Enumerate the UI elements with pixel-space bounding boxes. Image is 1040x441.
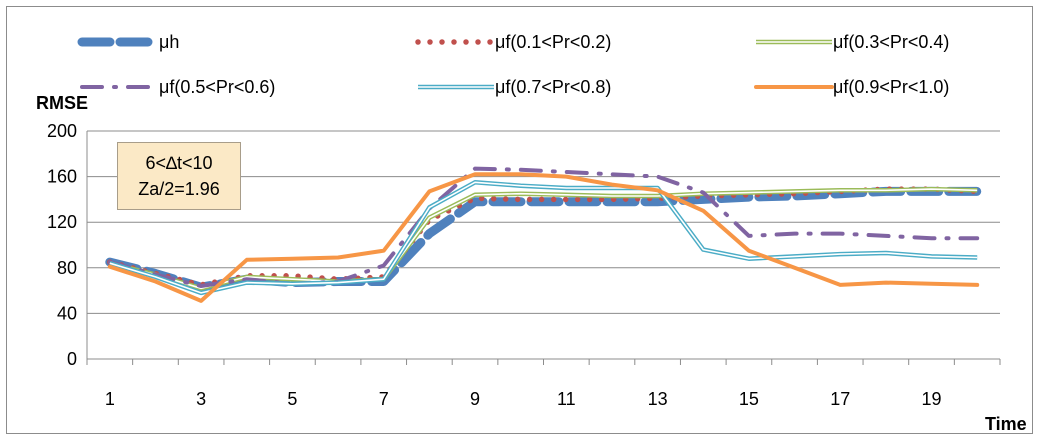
legend-item-6: μf(0.9<Pr<1.0) — [754, 77, 949, 97]
x-tick-label: 19 — [922, 389, 942, 409]
x-tick-label: 9 — [470, 389, 480, 409]
legend-label: μf(0.1<Pr<0.2) — [495, 32, 611, 52]
legend-item-3: μf(0.3<Pr<0.4) — [756, 32, 949, 52]
y-tick-label: 40 — [57, 303, 77, 323]
y-axis-title: RMSE — [36, 93, 88, 113]
legend-item-1: μh — [77, 32, 179, 52]
x-tick-label: 1 — [105, 389, 115, 409]
legend-item-5: μf(0.7<Pr<0.8) — [418, 77, 611, 97]
y-tick-label: 200 — [47, 121, 77, 141]
series-2-point — [292, 275, 293, 276]
legend-item-2: μf(0.1<Pr<0.2) — [415, 32, 611, 52]
y-tick-label: 80 — [57, 258, 77, 278]
x-tick-label: 11 — [557, 389, 576, 409]
series-3-line — [109, 186, 978, 291]
series-6-line — [107, 172, 980, 303]
series-4-line — [107, 166, 980, 288]
legend-label: μf(0.9<Pr<1.0) — [833, 77, 949, 97]
x-tick-label: 3 — [196, 389, 206, 409]
legend-label: μf(0.3<Pr<0.4) — [833, 32, 949, 52]
x-tick-label: 5 — [287, 389, 297, 409]
y-tick-label: 120 — [47, 212, 77, 232]
legend: μh μf(0.1<Pr<0.2) μf(0.3<Pr<0.4) μf(0.5<Pr<… — [77, 32, 949, 97]
legend-label: μf(0.7<Pr<0.8) — [495, 77, 611, 97]
y-tick-label: 160 — [47, 167, 77, 187]
chart-frame — [6, 6, 1033, 434]
annotation-line-2: Za/2=1.96 — [138, 179, 220, 199]
x-tick-label: 13 — [648, 389, 668, 409]
series-2-line — [107, 186, 980, 288]
annotation-line-1: 6<∆t<10 — [145, 153, 213, 173]
x-tick-label: 7 — [379, 389, 389, 409]
x-tick-label: 17 — [830, 389, 850, 409]
legend-label: μh — [159, 32, 179, 52]
series-lines — [105, 166, 982, 303]
y-tick-label: 0 — [67, 349, 77, 369]
series-5-line — [109, 180, 978, 296]
legend-label: μf(0.5<Pr<0.6) — [159, 77, 275, 97]
x-tick-label: 15 — [739, 389, 759, 409]
annotation-box: 6<∆t<10 Za/2=1.96 — [117, 142, 241, 210]
legend-item-4: μf(0.5<Pr<0.6) — [80, 77, 275, 97]
x-axis-title: Time — [985, 414, 1027, 434]
